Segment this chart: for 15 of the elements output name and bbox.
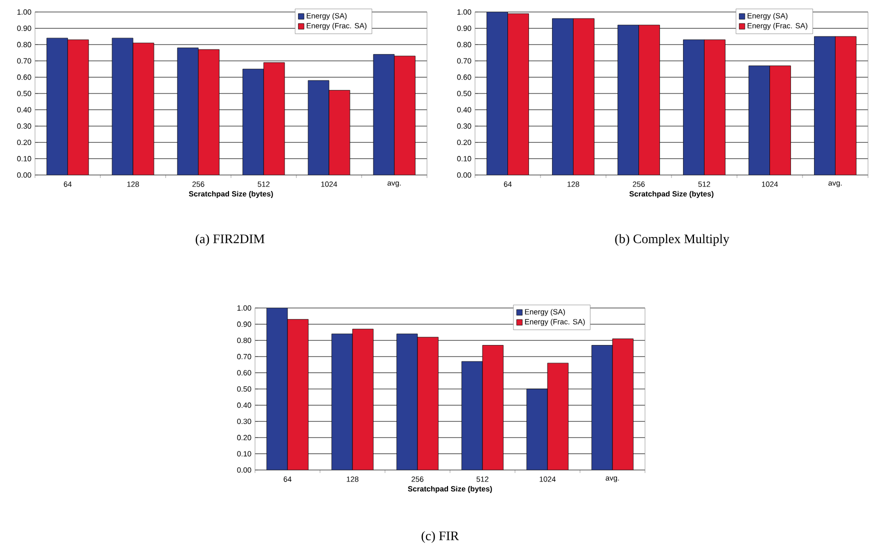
bar — [612, 338, 634, 470]
bar — [177, 48, 199, 175]
bar — [352, 328, 374, 470]
bar — [547, 362, 568, 470]
text: (c) FIR — [422, 531, 459, 543]
bar — [373, 54, 395, 175]
bar — [46, 38, 68, 175]
bar — [242, 68, 264, 175]
bar — [308, 80, 330, 175]
bar — [112, 38, 134, 175]
text: (a) FIR2DIM — [196, 234, 264, 246]
bar — [482, 345, 504, 470]
bar — [417, 336, 439, 470]
text: (b) Complex Multiply — [615, 234, 730, 246]
bar — [287, 319, 309, 470]
